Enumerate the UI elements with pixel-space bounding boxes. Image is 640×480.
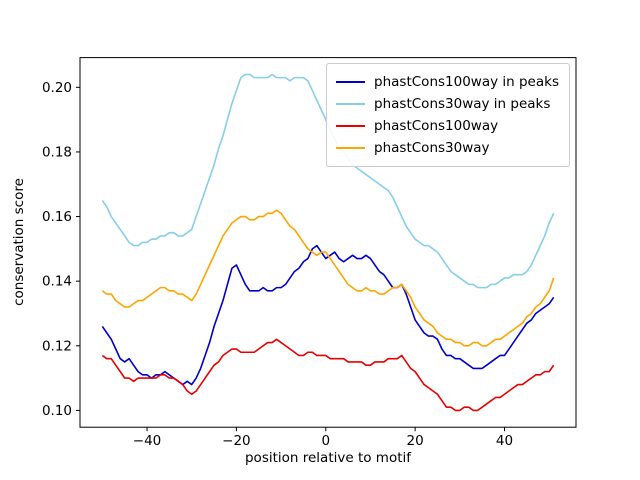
axes-spines [79, 57, 577, 428]
x-axis-title: position relative to motif [245, 450, 412, 466]
x-tick-label: 40 [496, 433, 513, 449]
y-axis-title: conservation score [11, 178, 27, 306]
legend: phastCons100way in peaks phastCons30way i… [326, 63, 570, 167]
legend-line-swatch [336, 146, 366, 150]
legend-label: phastCons100way in peaks [374, 74, 559, 90]
series-layer [101, 73, 555, 412]
y-tick-label: 0.10 [42, 403, 72, 419]
legend-label: phastCons30way [374, 140, 490, 156]
legend-label: phastCons30way in peaks [374, 96, 551, 112]
y-tick-label: 0.16 [42, 209, 72, 225]
legend-item: phastCons100way [336, 115, 559, 137]
axes-layer: −40 −20 0 20 40 0.10 0.12 0.14 0.16 0.18 0.20 [42, 57, 577, 449]
legend-line-swatch [336, 80, 366, 84]
series-line [101, 244, 555, 386]
y-tick-label: 0.18 [42, 144, 72, 160]
legend-item: phastCons30way [336, 137, 559, 159]
legend-item: phastCons30way in peaks [336, 93, 559, 115]
y-tick-label: 0.20 [42, 80, 72, 96]
x-tick-label: 20 [407, 433, 424, 449]
y-tick-label: 0.14 [42, 274, 72, 290]
x-tick-label: 0 [321, 433, 330, 449]
legend-label: phastCons100way [374, 118, 499, 134]
y-tick-label: 0.12 [42, 338, 72, 354]
legend-item: phastCons100way in peaks [336, 71, 559, 93]
x-tick-label: −20 [222, 433, 251, 449]
legend-line-swatch [336, 124, 366, 128]
x-tick-label: −40 [133, 433, 162, 449]
series-line [101, 338, 555, 412]
legend-line-swatch [336, 102, 366, 106]
series-line [101, 209, 555, 347]
